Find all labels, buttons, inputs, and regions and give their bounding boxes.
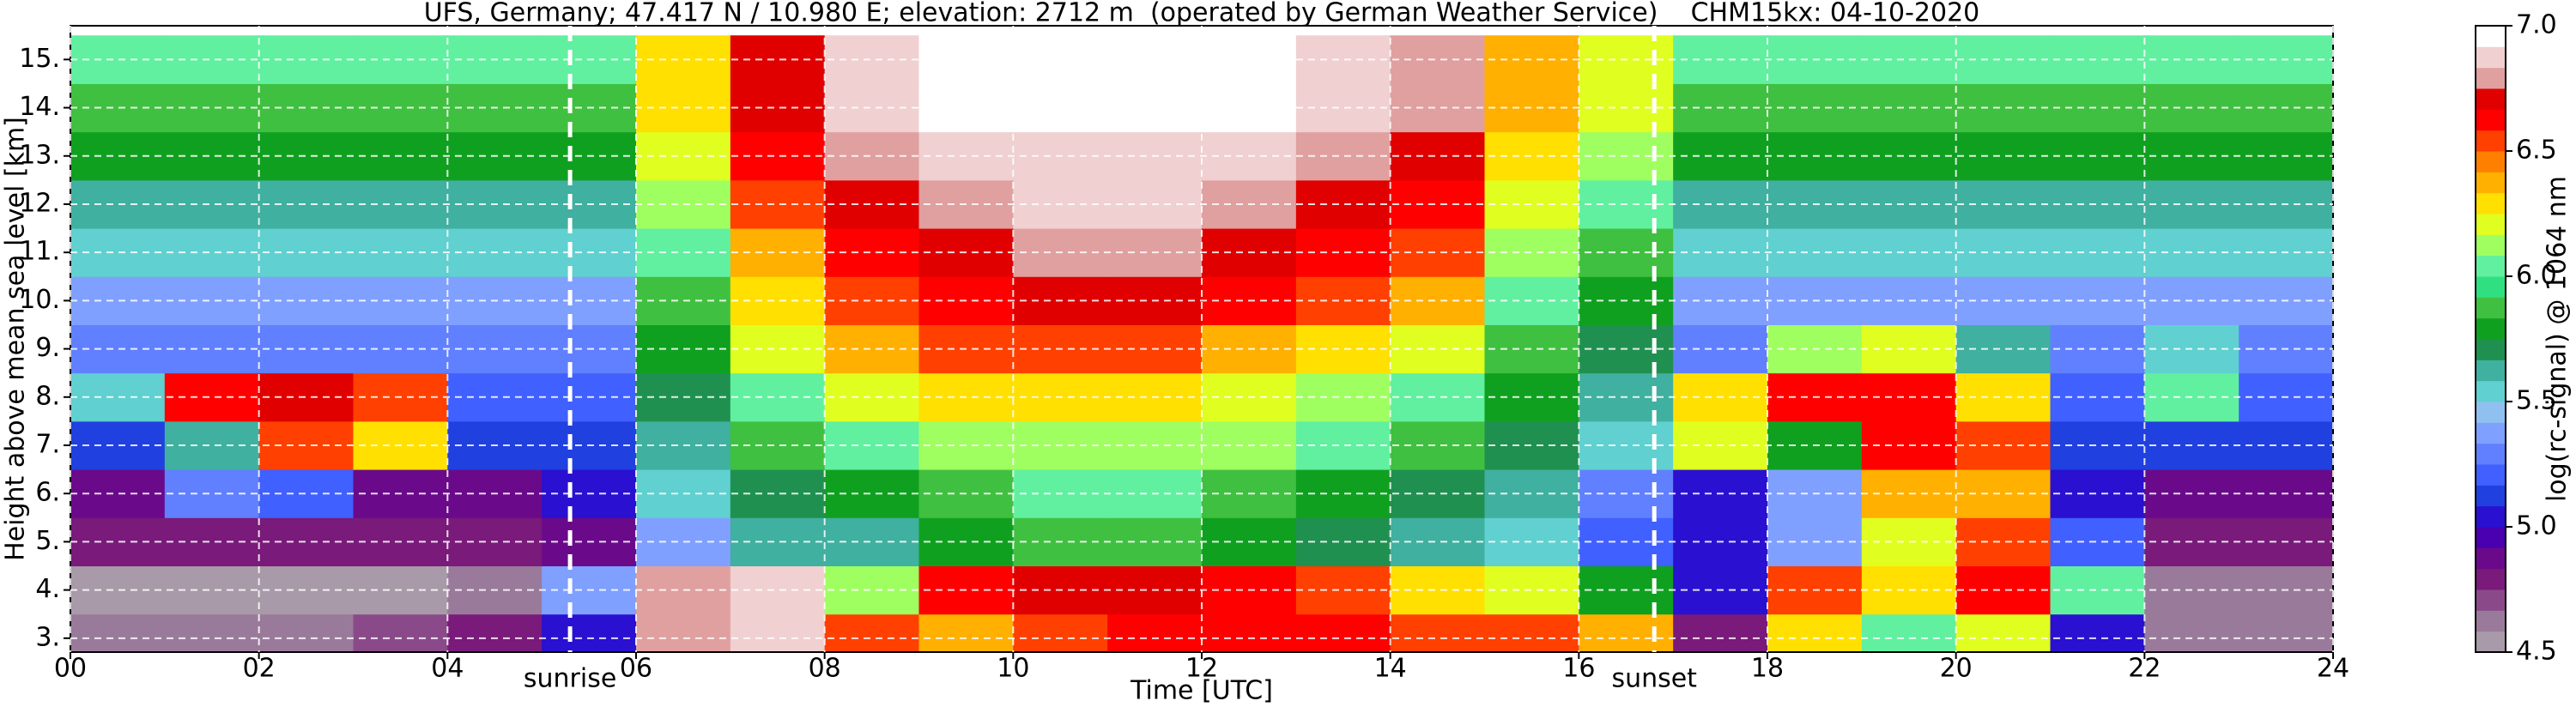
heatmap-cell bbox=[1295, 613, 1391, 652]
colorbar-label: log(rc-signal) @ 1064 nm bbox=[2543, 176, 2573, 502]
colorbar-swatch bbox=[2476, 610, 2506, 632]
y-tick-label: 15. bbox=[19, 44, 60, 74]
colorbar-swatch bbox=[2476, 422, 2506, 444]
colorbar-frame bbox=[2475, 25, 2506, 653]
y-tick-label: 9. bbox=[35, 333, 60, 363]
x-tick-label: 08 bbox=[809, 654, 841, 684]
chart-title: UFS, Germany; 47.417 N / 10.980 E; eleva… bbox=[424, 0, 1980, 28]
colorbar-swatch bbox=[2476, 46, 2506, 69]
heatmap-cell bbox=[918, 613, 1014, 652]
colorbar-swatch bbox=[2476, 109, 2506, 131]
x-tick-label: 20 bbox=[1940, 654, 1973, 684]
heatmap-cell bbox=[730, 613, 826, 652]
colorbar-swatch bbox=[2476, 214, 2506, 235]
y-tick-label: 3. bbox=[35, 622, 60, 652]
colorbar-swatch bbox=[2476, 26, 2506, 47]
heatmap-cell bbox=[1955, 613, 2051, 652]
heatmap-cell bbox=[2050, 613, 2145, 652]
colorbar-swatch bbox=[2476, 67, 2506, 89]
x-tick-label: 14 bbox=[1374, 654, 1407, 684]
heatmap-cell bbox=[1484, 613, 1579, 652]
annotation-label: sunset bbox=[1611, 664, 1697, 694]
heatmap-cell bbox=[164, 613, 260, 652]
colorbar-swatch bbox=[2476, 485, 2506, 507]
colorbar-swatch bbox=[2476, 568, 2506, 590]
x-tick-label: 04 bbox=[431, 654, 464, 684]
colorbar-tick-label: 7.0 bbox=[2516, 10, 2557, 40]
colorbar-swatch bbox=[2476, 88, 2506, 110]
y-tick-label: 6. bbox=[35, 478, 60, 508]
colorbar-swatch bbox=[2476, 631, 2506, 653]
colorbar-swatch bbox=[2476, 360, 2506, 382]
colorbar-swatch bbox=[2476, 527, 2506, 548]
overlay bbox=[64, 25, 2334, 659]
x-tick-label: 06 bbox=[620, 654, 652, 684]
heatmap-cell bbox=[70, 613, 166, 652]
heatmap-cell bbox=[1579, 613, 1674, 652]
x-tick-label: 12 bbox=[1185, 654, 1218, 684]
colorbar-swatch bbox=[2476, 276, 2506, 298]
colorbar-tick-label: 6.0 bbox=[2516, 261, 2557, 291]
colorbar-tick-label: 6.5 bbox=[2516, 136, 2557, 166]
y-tick-label: 12. bbox=[19, 188, 60, 218]
heatmap-cell bbox=[1767, 613, 1863, 652]
y-axis-label: Height above mean sea level [km] bbox=[1, 117, 31, 561]
heatmap-cell bbox=[1861, 613, 1957, 652]
colorbar-swatch bbox=[2476, 130, 2506, 152]
x-tick-label: 02 bbox=[243, 654, 276, 684]
heatmap-cell bbox=[824, 613, 919, 652]
colorbar-swatch bbox=[2476, 255, 2506, 277]
x-tick-label: 00 bbox=[54, 654, 87, 684]
colorbar-swatch bbox=[2476, 172, 2506, 194]
y-tick-label: 5. bbox=[35, 526, 60, 556]
annotation-label: sunrise bbox=[524, 664, 616, 694]
heatmap-cell bbox=[1673, 613, 1768, 652]
colorbar-swatch bbox=[2476, 317, 2506, 340]
colorbar-swatch bbox=[2476, 192, 2506, 215]
colorbar-swatch bbox=[2476, 297, 2506, 319]
y-tick-label: 4. bbox=[35, 574, 60, 604]
colorbar-swatch bbox=[2476, 402, 2506, 423]
heatmap-cell bbox=[353, 613, 448, 652]
x-tick-label: 24 bbox=[2317, 654, 2349, 684]
y-tick-label: 10. bbox=[19, 285, 60, 315]
heatmap-cell bbox=[1013, 613, 1108, 652]
x-tick-label: 16 bbox=[1562, 654, 1595, 684]
colorbar-swatch bbox=[2476, 339, 2506, 360]
colorbar-swatch bbox=[2476, 380, 2506, 402]
heatmap-cell bbox=[2239, 613, 2333, 652]
heatmap-cell bbox=[1390, 613, 1485, 652]
colorbar-tick-label: 4.5 bbox=[2516, 637, 2557, 667]
heatmap-cell bbox=[1107, 613, 1203, 652]
colorbar-swatch bbox=[2476, 589, 2506, 611]
colorbar-swatch bbox=[2476, 464, 2506, 486]
x-tick-label: 22 bbox=[2128, 654, 2161, 684]
colorbar-swatch bbox=[2476, 547, 2506, 570]
colorbar-swatch bbox=[2476, 151, 2506, 172]
y-tick-label: 14. bbox=[19, 92, 60, 122]
x-axis-label: Time [UTC] bbox=[1130, 676, 1273, 706]
colorbar-swatch bbox=[2476, 234, 2506, 257]
colorbar-swatch bbox=[2476, 443, 2506, 465]
heatmap-cell bbox=[447, 613, 542, 652]
x-tick-label: 18 bbox=[1751, 654, 1784, 684]
colorbar-tick-label: 5.5 bbox=[2516, 386, 2557, 416]
y-tick-label: 13. bbox=[19, 140, 60, 170]
heatmap bbox=[70, 35, 2333, 652]
colorbar-tick-label: 5.0 bbox=[2516, 511, 2557, 541]
heatmap-cell bbox=[636, 613, 731, 652]
x-tick-label: 10 bbox=[997, 654, 1029, 684]
y-tick-label: 11. bbox=[19, 237, 60, 267]
heatmap-cell bbox=[1202, 613, 1297, 652]
heatmap-cell bbox=[258, 613, 354, 652]
colorbar-swatch bbox=[2476, 505, 2506, 528]
y-tick-label: 8. bbox=[35, 381, 60, 411]
y-tick-label: 7. bbox=[35, 429, 60, 459]
heatmap-cell bbox=[542, 613, 637, 652]
heatmap-cell bbox=[2144, 613, 2240, 652]
